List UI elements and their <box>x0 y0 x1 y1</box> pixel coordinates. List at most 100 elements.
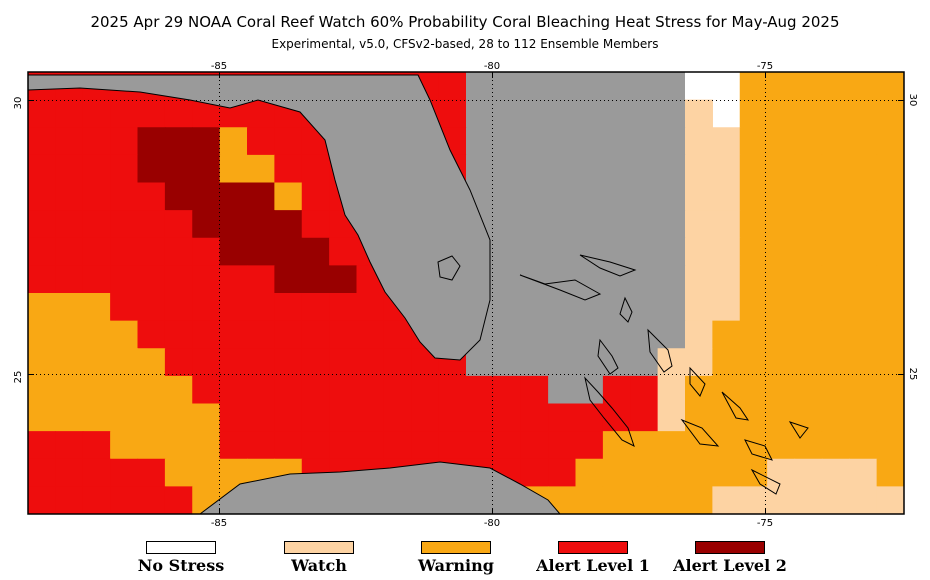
stress-cell-warning <box>82 375 111 405</box>
stress-cell-warning <box>657 431 686 460</box>
stress-cell-alert1 <box>82 154 111 184</box>
stress-cell-warning <box>876 127 905 156</box>
stress-cell-warning <box>82 293 111 322</box>
stress-cell-warning <box>739 320 768 349</box>
stress-cell-warning <box>821 99 850 128</box>
stress-cell-warning <box>876 403 905 432</box>
stress-cell-watch <box>685 293 713 322</box>
stress-cell-alert1 <box>55 431 84 460</box>
graticule <box>28 72 904 514</box>
stress-cell-land <box>466 127 494 156</box>
stress-cell-alert1 <box>192 375 221 405</box>
stress-cell-land <box>520 182 549 211</box>
stress-cell-land <box>548 375 577 405</box>
stress-cell-warning <box>767 320 796 349</box>
stress-cell-warning <box>602 486 631 515</box>
stress-cell-land <box>657 265 686 294</box>
stress-cell-alert1 <box>329 403 358 432</box>
stress-cell-alert1 <box>82 237 111 266</box>
stress-cell-watch <box>712 237 741 266</box>
stress-cell-warning <box>164 431 193 460</box>
stress-cell-alert1 <box>55 127 84 156</box>
stress-cell-alert1 <box>55 486 84 515</box>
stress-cell-land <box>493 72 522 101</box>
stress-cell-warning <box>192 458 221 487</box>
stress-cell-alert1 <box>411 403 440 432</box>
stress-cell-warning <box>821 127 850 156</box>
legend-swatch-no-stress <box>146 541 216 554</box>
stress-cell-alert1 <box>110 265 139 294</box>
stress-cell-alert1 <box>137 99 166 128</box>
stress-cell-warning <box>630 486 659 515</box>
stress-cell-land <box>548 237 577 266</box>
stress-cell-alert1 <box>55 265 84 294</box>
stress-cell-alert2 <box>164 182 193 211</box>
stress-cell-warning <box>739 182 768 211</box>
stress-cell-watch <box>685 210 713 239</box>
stress-cell-alert1 <box>493 403 522 432</box>
stress-cell-watch <box>794 486 823 515</box>
stress-cell-warning <box>575 458 604 487</box>
stress-cell-warning <box>876 237 905 266</box>
stress-cell-alert1 <box>356 431 385 460</box>
stress-cell-land <box>520 72 549 101</box>
stress-cell-warning <box>55 348 84 377</box>
stress-cell-warning <box>739 375 768 405</box>
stress-cell-land <box>520 293 549 322</box>
stress-cell-alert1 <box>548 458 577 487</box>
stress-cell-warning <box>28 403 56 432</box>
stress-cell-warning <box>164 403 193 432</box>
stress-cell-land <box>575 348 604 377</box>
stress-cell-watch <box>685 320 713 349</box>
stress-cell-land <box>575 210 604 239</box>
stress-cell-land <box>548 265 577 294</box>
stress-cell-warning <box>767 99 796 128</box>
stress-cell-alert1 <box>520 458 549 487</box>
stress-cell-alert1 <box>274 375 303 405</box>
stress-cell-alert1 <box>55 99 84 128</box>
legend-swatch-watch <box>284 541 354 554</box>
lon-label-bottom: -85 <box>211 518 227 529</box>
legend-label-alert-level-1: Alert Level 1 <box>536 556 650 575</box>
stress-cell-alert1 <box>219 348 248 377</box>
stress-cell-watch <box>712 486 741 515</box>
stress-cell-land <box>493 293 522 322</box>
stress-cell-land <box>630 154 659 184</box>
stress-cell-warning <box>657 486 686 515</box>
stress-cell-land <box>548 293 577 322</box>
stress-cell-warning <box>164 375 193 405</box>
stress-cell-warning <box>794 99 823 128</box>
stress-cell-land <box>630 127 659 156</box>
stress-cell-alert2 <box>164 154 193 184</box>
stress-cell-alert1 <box>356 320 385 349</box>
stress-cell-warning <box>739 348 768 377</box>
stress-cell-land <box>493 99 522 128</box>
stress-cell-warning <box>767 348 796 377</box>
stress-cell-warning <box>28 320 56 349</box>
stress-cell-watch <box>876 486 905 515</box>
stress-cell-land <box>630 210 659 239</box>
stress-cell-land <box>657 293 686 322</box>
stress-cell-watch <box>712 265 741 294</box>
stress-cell-alert1 <box>82 127 111 156</box>
stress-cell-warning <box>821 265 850 294</box>
stress-cell-alert1 <box>110 486 139 515</box>
stress-cell-land <box>493 348 522 377</box>
stress-cell-alert1 <box>110 127 139 156</box>
stress-cell-warning <box>767 293 796 322</box>
stress-cell-alert1 <box>55 154 84 184</box>
stress-cell-alert1 <box>219 265 248 294</box>
stress-cell-warning <box>219 458 248 487</box>
stress-cell-alert1 <box>55 182 84 211</box>
stress-cell-warning <box>821 182 850 211</box>
stress-cell-alert1 <box>28 486 56 515</box>
stress-cell-alert1 <box>164 320 193 349</box>
stress-cell-alert2 <box>274 265 303 294</box>
stress-cell-warning <box>110 348 139 377</box>
stress-cell-warning <box>739 99 768 128</box>
stress-cell-alert2 <box>192 154 221 184</box>
stress-cell-alert1 <box>274 348 303 377</box>
stress-cell-alert1 <box>438 99 467 128</box>
stress-cell-warning <box>685 375 713 405</box>
stress-cell-land <box>602 99 631 128</box>
